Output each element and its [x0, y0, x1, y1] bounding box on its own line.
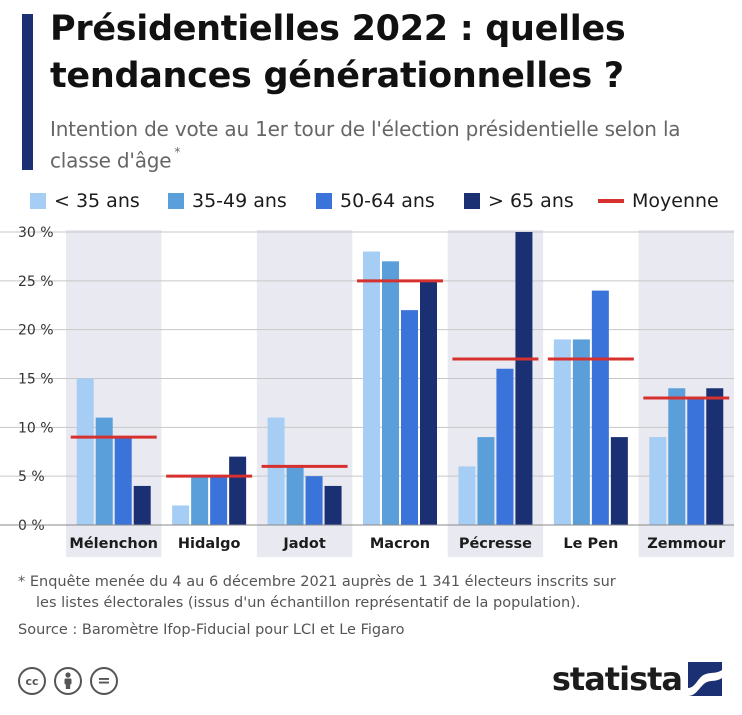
no-derivatives-icon-text: =: [97, 671, 111, 690]
legend-swatch-35-49: [168, 193, 184, 209]
bar: [133, 485, 151, 525]
bar: [286, 466, 304, 525]
x-tick-label: Le Pen: [563, 536, 618, 552]
no-derivatives-icon[interactable]: =: [90, 667, 118, 695]
page-subtitle: Intention de vote au 1er tour de l'élect…: [50, 116, 710, 175]
bar: [229, 456, 247, 525]
bar: [363, 251, 380, 525]
bar-chart: 0 % 5 % 10 % 15 % 20 % 25 % 30 % Mélenchon Hidal…: [0, 225, 734, 557]
bar: [114, 437, 132, 525]
bar: [687, 398, 705, 525]
legend-label-over-65: > 65 ans: [488, 190, 574, 212]
bar: [191, 476, 209, 525]
bar: [420, 280, 437, 525]
footnote-line-1: * Enquête menée du 4 au 6 décembre 2021 …: [18, 574, 616, 590]
footnote-line-2: les listes électorales (issus d'un échan…: [36, 595, 581, 611]
attribution-icon[interactable]: [54, 667, 82, 695]
x-tick-label: Mélenchon: [69, 536, 158, 552]
legend-label-average: Moyenne: [632, 190, 719, 212]
legend-swatch-over-65: [464, 193, 480, 209]
legend-label-35-49: 35-49 ans: [192, 190, 287, 212]
bar: [210, 476, 228, 525]
bar: [668, 388, 686, 525]
source-note: Source : Baromètre Ifop-Fiducial pour LC…: [18, 622, 405, 638]
bar: [401, 310, 418, 525]
legend-item-over-65: > 65 ans: [464, 188, 574, 214]
legend-label-under-35: < 35 ans: [54, 190, 140, 212]
chart-legend: < 35 ans 35-49 ans 50-64 ans > 65 ans Mo…: [30, 188, 730, 214]
x-tick-label: Jadot: [282, 536, 326, 552]
bar: [496, 368, 514, 525]
x-tick-label: Pécresse: [459, 536, 532, 552]
legend-line-average: [598, 199, 624, 203]
bar: [267, 417, 285, 525]
bar: [172, 505, 190, 525]
cc-icon-text: cc: [25, 674, 39, 688]
x-tick-label: Macron: [370, 536, 430, 552]
statista-logo-icon: [688, 662, 722, 696]
bar: [305, 476, 323, 525]
legend-swatch-under-35: [30, 193, 46, 209]
y-tick-label: 25 %: [18, 274, 54, 290]
x-tick-label: Hidalgo: [178, 536, 241, 552]
bar: [324, 485, 342, 525]
legend-label-50-64: 50-64 ans: [340, 190, 435, 212]
brand-wordmark: statista: [551, 660, 683, 698]
bar: [591, 290, 609, 525]
bar: [76, 378, 94, 525]
person-icon: [64, 672, 72, 689]
bar: [572, 339, 590, 525]
bar: [553, 339, 571, 525]
subtitle-footnote-mark: *: [174, 145, 181, 159]
statista-logo[interactable]: statista: [552, 660, 722, 698]
y-tick-label: 30 %: [18, 225, 54, 241]
subtitle-text: Intention de vote au 1er tour de l'élect…: [50, 117, 681, 173]
x-tick-label: Zemmour: [647, 536, 726, 552]
bar: [610, 437, 628, 525]
page-title: Présidentielles 2022 : quelles tendances…: [50, 9, 626, 96]
bar: [477, 437, 495, 525]
bar: [458, 466, 476, 525]
legend-item-35-49: 35-49 ans: [168, 188, 287, 214]
legend-item-average: Moyenne: [598, 188, 719, 214]
y-tick-label: 5 %: [18, 469, 45, 485]
legend-item-under-35: < 35 ans: [30, 188, 140, 214]
legend-item-50-64: 50-64 ans: [316, 188, 435, 214]
cc-icon[interactable]: cc: [18, 667, 46, 695]
bar: [95, 417, 113, 525]
footnote: * Enquête menée du 4 au 6 décembre 2021 …: [18, 572, 728, 614]
legend-swatch-50-64: [316, 193, 332, 209]
title-accent-bar: [22, 14, 33, 170]
y-tick-label: 10 %: [18, 420, 54, 436]
y-tick-label: 20 %: [18, 323, 54, 339]
bar: [515, 232, 533, 525]
license-icons: cc =: [18, 667, 118, 695]
bar: [706, 388, 724, 525]
bar: [382, 261, 399, 525]
bar: [649, 437, 667, 525]
y-tick-label: 0 %: [18, 518, 45, 534]
y-tick-label: 15 %: [18, 372, 54, 388]
